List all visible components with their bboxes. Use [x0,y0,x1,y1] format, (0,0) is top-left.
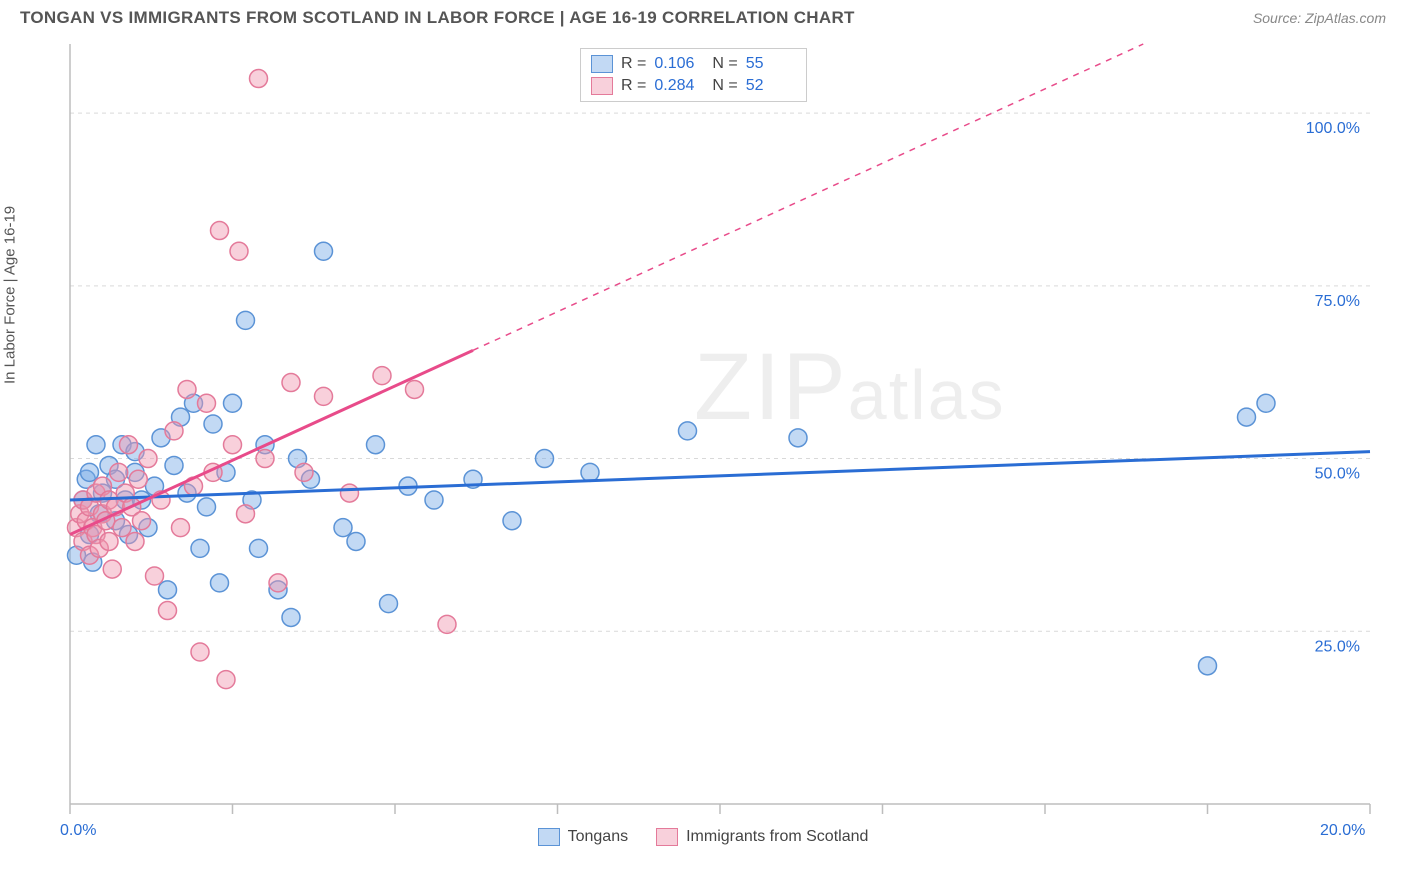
data-point [425,491,443,509]
data-point [159,581,177,599]
legend-row: R = 0.106 N = 55 [591,53,796,75]
data-point [126,532,144,550]
data-point [110,463,128,481]
legend-swatch [591,55,613,73]
data-point [198,394,216,412]
data-point [133,512,151,530]
r-value: 0.106 [654,55,704,73]
svg-text:50.0%: 50.0% [1315,466,1360,483]
data-point [224,394,242,412]
legend-item: Tongans [538,828,629,846]
data-point [191,643,209,661]
legend-swatch [591,77,613,95]
r-label: R = [621,55,646,73]
y-axis-label: In Labor Force | Age 16-19 [2,206,19,384]
svg-text:75.0%: 75.0% [1315,293,1360,310]
scatter-chart: 25.0% 50.0% 75.0% 100.0% [20,34,1386,824]
legend-swatch [656,828,678,846]
data-point [315,387,333,405]
n-value: 55 [746,55,796,73]
svg-text:25.0%: 25.0% [1315,638,1360,655]
data-point [211,574,229,592]
data-point [217,671,235,689]
data-point [250,539,268,557]
svg-text:100.0%: 100.0% [1306,120,1360,137]
chart-header: TONGAN VS IMMIGRANTS FROM SCOTLAND IN LA… [0,0,1406,34]
data-point [198,498,216,516]
data-point [789,429,807,447]
n-value: 52 [746,77,796,95]
data-point [87,436,105,454]
data-point [250,70,268,88]
data-point [679,422,697,440]
data-point [211,222,229,240]
data-point [191,539,209,557]
data-point [536,450,554,468]
data-point [120,436,138,454]
data-point [406,380,424,398]
r-label: R = [621,77,646,95]
data-point [237,505,255,523]
data-point [100,532,118,550]
data-point [139,450,157,468]
data-point [503,512,521,530]
r-value: 0.284 [654,77,704,95]
n-label: N = [712,55,737,73]
legend-label: Immigrants from Scotland [686,828,868,846]
data-point [103,560,121,578]
correlation-legend: R = 0.106 N = 55 R = 0.284 N = 52 [580,48,807,102]
data-point [367,436,385,454]
series-legend: Tongans Immigrants from Scotland [0,828,1406,846]
data-point [113,519,131,537]
data-point [1199,657,1217,675]
data-point [146,567,164,585]
data-point [129,470,147,488]
data-point [581,463,599,481]
data-point [165,422,183,440]
data-point [269,574,287,592]
chart-title: TONGAN VS IMMIGRANTS FROM SCOTLAND IN LA… [20,8,855,28]
data-point [204,415,222,433]
x-axis-end-label: 20.0% [1320,822,1365,840]
data-point [224,436,242,454]
data-point [178,380,196,398]
data-point [373,367,391,385]
chart-container: In Labor Force | Age 16-19 25.0%50.0%75.… [20,34,1386,824]
data-point [172,519,190,537]
data-point [341,484,359,502]
legend-label: Tongans [568,828,629,846]
x-axis-start-label: 0.0% [60,822,96,840]
data-point [380,595,398,613]
data-point [295,463,313,481]
chart-source: Source: ZipAtlas.com [1253,10,1386,26]
data-point [237,311,255,329]
data-point [256,450,274,468]
data-point [315,242,333,260]
data-point [347,532,365,550]
data-point [1238,408,1256,426]
n-label: N = [712,77,737,95]
legend-item: Immigrants from Scotland [656,828,868,846]
legend-row: R = 0.284 N = 52 [591,75,796,97]
data-point [282,608,300,626]
data-point [165,456,183,474]
data-point [159,602,177,620]
legend-swatch [538,828,560,846]
data-point [1257,394,1275,412]
data-point [438,615,456,633]
data-point [334,519,352,537]
data-point [282,374,300,392]
data-point [230,242,248,260]
data-point [81,463,99,481]
